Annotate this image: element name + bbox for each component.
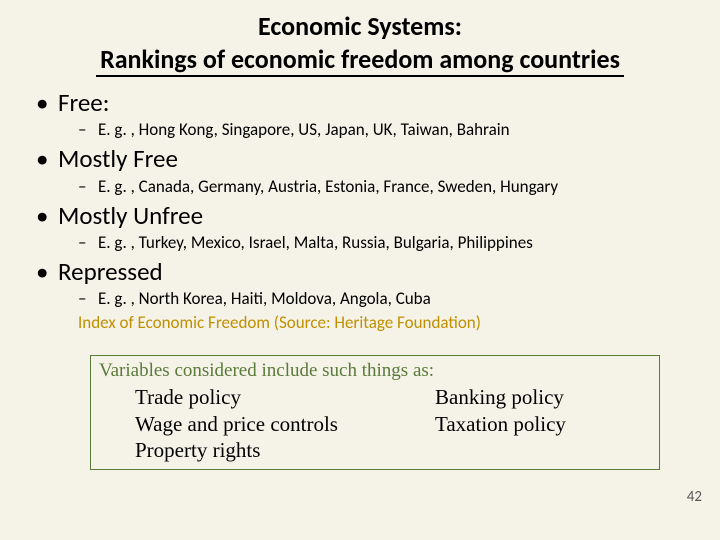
variable-item: Banking policy bbox=[435, 384, 566, 410]
category-repressed-examples: E. g. , North Korea, Haiti, Moldova, Ang… bbox=[30, 288, 690, 310]
title-line2: Rankings of economic freedom among count… bbox=[96, 43, 624, 78]
category-free-examples: E. g. , Hong Kong, Singapore, US, Japan,… bbox=[30, 119, 690, 141]
variables-left-column: Trade policy Wage and price controls Pro… bbox=[135, 384, 435, 463]
category-free: Free: bbox=[30, 87, 690, 118]
variable-item: Trade policy bbox=[135, 384, 435, 410]
variable-item: Property rights bbox=[135, 437, 435, 463]
category-mostly-free: Mostly Free bbox=[30, 143, 690, 174]
page-number: 42 bbox=[687, 488, 702, 506]
variables-header: Variables considered include such things… bbox=[99, 360, 651, 382]
source-citation: Index of Economic Freedom (Source: Herit… bbox=[30, 312, 690, 333]
variable-item: Wage and price controls bbox=[135, 411, 435, 437]
variables-right-column: Banking policy Taxation policy bbox=[435, 384, 566, 463]
category-mostly-unfree-examples: E. g. , Turkey, Mexico, Israel, Malta, R… bbox=[30, 232, 690, 254]
variable-item: Taxation policy bbox=[435, 411, 566, 437]
category-mostly-unfree: Mostly Unfree bbox=[30, 200, 690, 231]
variables-columns: Trade policy Wage and price controls Pro… bbox=[99, 384, 651, 463]
variables-box: Variables considered include such things… bbox=[90, 355, 660, 470]
slide-title: Economic Systems: Rankings of economic f… bbox=[30, 10, 690, 77]
title-line1: Economic Systems: bbox=[30, 10, 690, 43]
category-repressed: Repressed bbox=[30, 256, 690, 287]
category-mostly-free-examples: E. g. , Canada, Germany, Austria, Estoni… bbox=[30, 176, 690, 198]
